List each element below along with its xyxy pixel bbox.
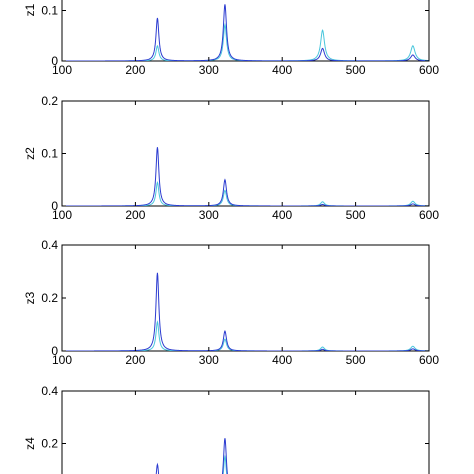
x-tick-label: 200 [125,353,145,367]
x-tick-label: 400 [272,63,292,77]
x-tick-label: 600 [419,353,439,367]
panel-z2: 100 200 300 400 500 600 0 0.1 0.2 z2 [23,94,439,222]
y-tick-label: 0 [51,54,58,68]
y-tick-label: 0.2 [41,94,58,108]
y-tick-label: 0.2 [41,291,58,305]
y-tick-label: 0.1 [41,147,58,161]
y-tick-label: 0.1 [41,4,58,18]
x-tick-label: 400 [272,208,292,222]
x-tick-label: 300 [199,63,219,77]
x-tick-label: 500 [346,353,366,367]
y-tick-label: 0.2 [41,437,58,451]
x-tick-label: 100 [52,353,72,367]
series-line-blue [62,147,429,206]
panel-z3: 100 200 300 400 500 600 0 0.2 0.4 z3 [23,238,439,367]
x-tick-label: 200 [125,63,145,77]
y-axis-label: z2 [23,147,37,160]
series-line-blue [62,272,429,351]
plot-area [61,100,430,207]
x-tick-label: 500 [346,208,366,222]
x-tick-label: 400 [272,353,292,367]
plot-area [61,0,430,62]
x-tick-label: 300 [199,353,219,367]
y-axis-label: z3 [23,291,37,304]
series-line-blue [62,4,429,61]
plot-area [61,390,430,474]
y-tick-label: 0.4 [41,238,58,252]
x-tick-label: 300 [199,208,219,222]
panel-z1: 100 200 300 400 500 600 0 0.1 z1 [23,0,439,77]
y-tick-label: 0 [51,199,58,213]
plot-area [61,244,430,352]
y-tick-label: 0.4 [41,384,58,398]
x-tick-label: 100 [52,63,72,77]
panel-z4: 0.2 0.4 z4 [23,384,430,474]
y-axis-label: z1 [23,3,37,16]
x-tick-label: 500 [346,63,366,77]
x-tick-label: 600 [419,208,439,222]
x-tick-label: 100 [52,208,72,222]
x-tick-label: 600 [419,63,439,77]
y-tick-label: 0 [51,344,58,358]
x-tick-label: 200 [125,208,145,222]
y-axis-label: z4 [23,437,37,450]
